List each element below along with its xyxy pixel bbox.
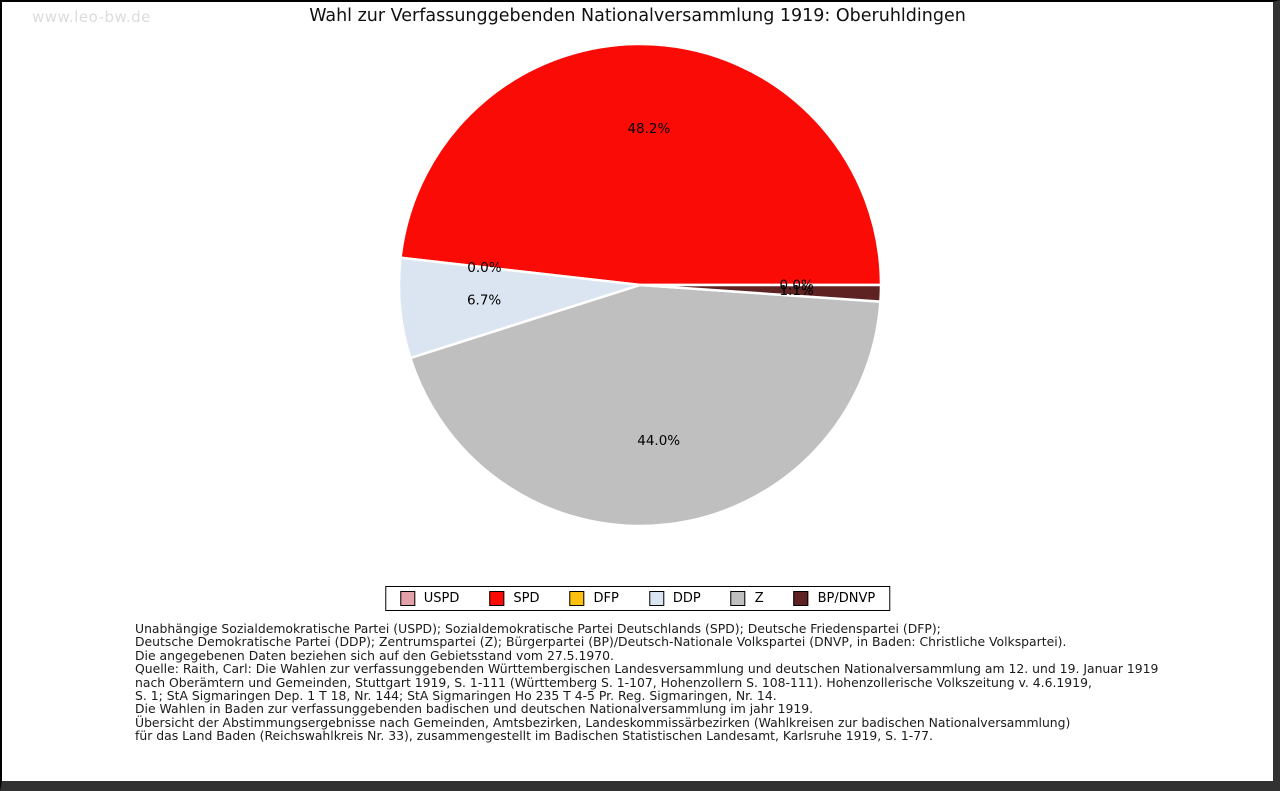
note-line: Quelle: Raith, Carl: Die Wahlen zur verf… bbox=[135, 661, 1159, 677]
legend-item-DDP: DDP bbox=[648, 591, 701, 606]
pie-label-BP/DNVP: 1.1% bbox=[779, 283, 813, 299]
footnotes: Unabhängige Sozialdemokratische Partei (… bbox=[135, 622, 1233, 743]
legend-label: SPD bbox=[513, 591, 540, 606]
note-line: Übersicht der Abstimmungsergebnisse nach… bbox=[135, 714, 1071, 730]
source-note: Quelle: Raith, Carl: Die Wahlen zur verf… bbox=[135, 661, 1233, 744]
legend-item-BP/DNVP: BP/DNVP bbox=[793, 591, 876, 606]
pie-slice-SPD bbox=[399, 42, 883, 287]
note-line: für das Land Baden (Reichswahlkreis Nr. … bbox=[135, 728, 933, 744]
note-line: nach Oberämtern und Gemeinden, Stuttgart… bbox=[135, 674, 1092, 690]
pie-label-DDP: 6.7% bbox=[467, 293, 501, 309]
watermark: www.leo-bw.de bbox=[32, 8, 151, 26]
legend-item-DFP: DFP bbox=[569, 591, 619, 606]
party-abbreviations: Unabhängige Sozialdemokratische Partei (… bbox=[135, 622, 1233, 649]
legend-swatch-icon bbox=[648, 591, 664, 606]
note-line: Unabhängige Sozialdemokratische Partei (… bbox=[135, 621, 941, 636]
legend-item-USPD: USPD bbox=[399, 591, 460, 606]
legend-item-SPD: SPD bbox=[489, 591, 540, 606]
pie-label-DFP: 0.0% bbox=[467, 260, 501, 276]
legend-label: DFP bbox=[593, 591, 619, 606]
legend-swatch-icon bbox=[569, 591, 585, 606]
legend-label: DDP bbox=[672, 591, 701, 606]
pie-slice-BP/DNVP bbox=[638, 283, 883, 303]
legend-label: Z bbox=[754, 591, 764, 606]
legend-label: USPD bbox=[423, 591, 460, 606]
legend-swatch-icon bbox=[793, 591, 809, 606]
note-line: Deutsche Demokratische Partei (DDP); Zen… bbox=[135, 634, 1067, 650]
legend-swatch-icon bbox=[399, 591, 415, 606]
pie-label-USPD: 0.0% bbox=[779, 278, 813, 294]
gebietsstand-note: Die angegebenen Daten beziehen sich auf … bbox=[135, 647, 1233, 663]
note-line: Die Wahlen in Baden zur verfassunggebend… bbox=[135, 701, 814, 717]
note-line: Die angegebenen Daten beziehen sich auf … bbox=[135, 647, 614, 663]
legend-swatch-icon bbox=[730, 591, 746, 606]
pie-slice-Z bbox=[409, 283, 882, 528]
pie-chart-svg: 0.0% 48.2% 0.0% 6.7% 44.0% 1.1% bbox=[397, 42, 883, 528]
legend-swatch-icon bbox=[489, 591, 505, 606]
page-title: Wahl zur Verfassunggebenden Nationalvers… bbox=[309, 6, 966, 26]
pie-label-SPD: 48.2% bbox=[627, 121, 670, 137]
legend-label: BP/DNVP bbox=[817, 591, 876, 606]
chart-legend: USPD SPD DFP DDP Z BP/DNVP bbox=[384, 586, 891, 611]
pie-label-Z: 44.0% bbox=[637, 433, 680, 449]
legend-item-Z: Z bbox=[730, 591, 764, 606]
note-line: S. 1; StA Sigmaringen Dep. 1 T 18, Nr. 1… bbox=[135, 688, 777, 704]
